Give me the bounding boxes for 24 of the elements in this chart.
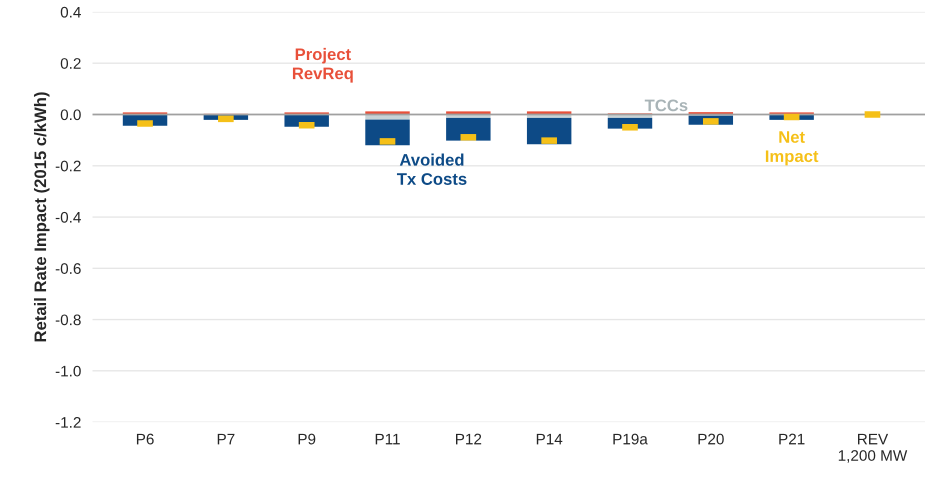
- x-tick-label: REV 1,200 MW: [838, 434, 908, 463]
- x-tick-label: P12: [456, 434, 482, 444]
- y-tick-label: -0.2: [56, 160, 81, 172]
- y-tick-label: -1.0: [56, 366, 81, 377]
- y-tick-label: -0.6: [56, 263, 81, 274]
- x-tick-label: P11: [376, 434, 400, 444]
- series-label: Avoided Tx Costs: [396, 154, 466, 185]
- y-tick-label: -0.4: [56, 212, 81, 223]
- y-tick-label: 0.4: [60, 6, 81, 18]
- x-tick-label: P21: [779, 434, 804, 444]
- x-tick-label: P6: [136, 434, 154, 444]
- y-tick-label: -0.8: [56, 314, 81, 326]
- y-axis-title: Retail Rate Impact (2015 c/kWh): [34, 92, 50, 342]
- x-tick-label: P9: [298, 434, 316, 444]
- y-tick-label: 0.0: [60, 109, 81, 120]
- y-tick-label: 0.2: [60, 58, 81, 69]
- series-label: TCCs: [644, 99, 688, 112]
- series-label: Project RevReq: [292, 48, 353, 83]
- series-label: Net Impact: [766, 131, 818, 166]
- x-tick-label: P14: [536, 434, 562, 444]
- x-tick-label: P20: [698, 434, 724, 444]
- x-tick-label: P19a: [613, 434, 648, 444]
- x-tick-label: P7: [218, 434, 234, 444]
- y-tick-label: -1.2: [56, 417, 81, 428]
